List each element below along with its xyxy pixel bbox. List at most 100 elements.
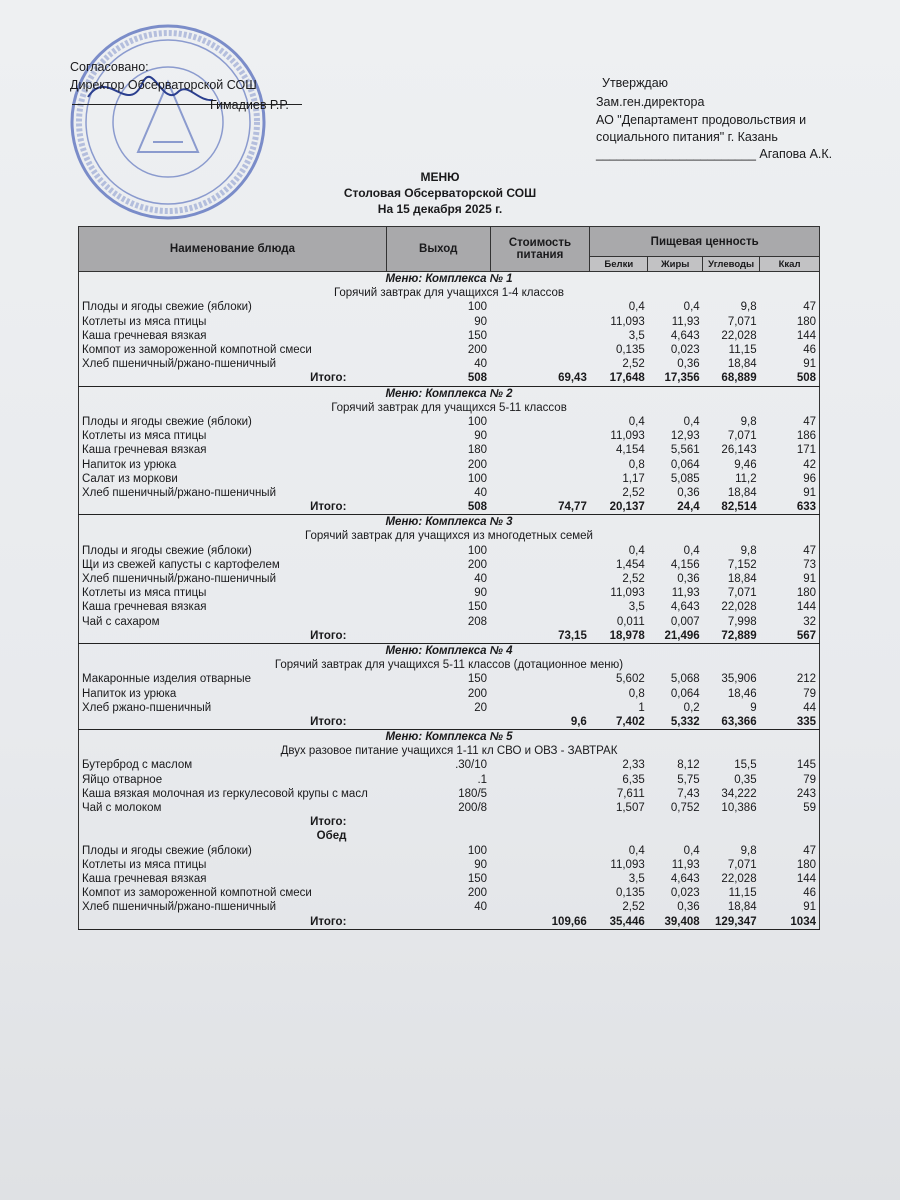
dish-cost (490, 686, 590, 700)
section-total-row: Итого: 508 74,77 20,137 24,4 82,514 633 (78, 500, 820, 516)
approval-right-org2: социального питания" г. Казань (596, 130, 778, 144)
dish-name: Плоды и ягоды свежие (яблоки) (82, 301, 252, 314)
dish-protein: 3,5 (628, 872, 645, 885)
dish-fat: 5,75 (677, 773, 700, 786)
dish-name: Хлеб пшеничный/ржано-пшеничный (82, 573, 276, 586)
dish-carbs: 9,8 (740, 415, 757, 428)
dish-fat: 0,36 (677, 901, 700, 914)
dish-row: Котлеты из мяса птицы 90 11,093 11,93 7,071 1… (79, 315, 820, 329)
section-title-row: Меню: Комплекса № 5 (79, 730, 820, 745)
dish-carbs: 7,071 (727, 858, 757, 871)
section-subtitle-row: Горячий завтрак для учащихся 5-11 классо… (79, 658, 820, 672)
dish-row: Каша гречневая вязкая 150 3,5 4,643 22,028 14… (79, 600, 820, 614)
dish-carbs: 0,35 (734, 773, 757, 786)
dish-protein: 1 (638, 701, 645, 714)
menu-date: На 15 декабря 2025 г. (377, 202, 503, 216)
total-protein: 18,978 (589, 628, 648, 644)
dish-protein: 0,4 (628, 415, 645, 428)
dish-row: Яйцо отварное .1 6,35 5,75 0,35 79 (79, 773, 820, 787)
header-fat: Жиры (647, 256, 704, 272)
dish-kcal: 144 (796, 872, 816, 885)
dish-fat: 11,93 (671, 858, 700, 871)
lunch-header-empty (386, 829, 490, 843)
dish-kcal: 91 (803, 901, 816, 914)
dish-name: Хлеб ржано-пшеничный (82, 701, 212, 714)
breakfast-total-empty (490, 815, 590, 829)
total-protein: 17,648 (589, 371, 648, 387)
breakfast-total-label: Итого: (310, 816, 347, 829)
dish-carbs: 9 (750, 701, 757, 714)
section-subtitle-row: Горячий завтрак для учащихся 1-4 классов (79, 286, 820, 300)
dish-fat: 0,4 (683, 301, 700, 314)
dish-cost (490, 758, 590, 772)
dish-output: 20 (474, 701, 488, 714)
dish-output: 40 (474, 358, 488, 371)
dish-row: Каша гречневая вязкая 180 4,154 5,561 26,143… (79, 443, 820, 457)
dish-row: Каша вязкая молочная из геркулесовой кру… (79, 787, 820, 801)
dish-name: Макаронные изделия отварные (82, 673, 252, 686)
dish-cost (490, 357, 590, 371)
dish-kcal: 79 (803, 687, 816, 700)
dish-output: 200/8 (458, 802, 488, 815)
menu-title: МЕНЮ (420, 170, 460, 184)
dish-output: 100 (467, 844, 488, 857)
dish-name: Чай с сахаром (82, 615, 160, 628)
dish-name: Напиток из урюка (82, 687, 177, 700)
dish-fat: 4,643 (670, 601, 700, 614)
dish-fat: 4,643 (670, 872, 700, 885)
approval-left-signer: Гимадиев Р.Р. (210, 98, 289, 112)
dish-kcal: 91 (803, 486, 816, 499)
dish-carbs: 18,46 (727, 687, 757, 700)
dish-cost (490, 544, 590, 558)
dish-kcal: 212 (796, 673, 816, 686)
dish-cost (490, 701, 590, 715)
dish-fat: 0,4 (683, 544, 700, 557)
dish-protein: 3,5 (628, 601, 645, 614)
approval-left-label: Согласовано: (70, 60, 149, 74)
dish-row: Напиток из урюка 200 0,8 0,064 18,46 79 (79, 686, 820, 700)
dish-carbs: 34,222 (721, 787, 757, 800)
dish-output: 150 (467, 329, 488, 342)
dish-row: Плоды и ягоды свежие (яблоки) 100 0,4 0,4 9,… (79, 300, 820, 314)
total-fat: 17,356 (647, 371, 703, 387)
dish-output: 40 (474, 486, 488, 499)
total-label: Итого: (78, 371, 387, 387)
dish-kcal: 186 (796, 430, 816, 443)
total-carbs: 129,347 (702, 914, 760, 930)
approval-right-position: Зам.ген.директора (596, 95, 705, 109)
dish-fat: 8,12 (677, 759, 700, 772)
total-output (386, 628, 491, 644)
section-subtitle-row: Горячий завтрак для учащихся из многодет… (79, 529, 820, 543)
section-subtitle: Двух разовое питание учащихся 1-11 кл СВ… (280, 745, 618, 758)
total-protein: 7,402 (589, 714, 648, 730)
approval-left-position: Директор Обсерваторской СОШ (70, 78, 257, 92)
approval-right-signer: _______________________ Агапова А.К. (596, 147, 833, 161)
total-carbs: 68,889 (702, 371, 760, 387)
dish-row: Каша гречневая вязкая 150 3,5 4,643 22,028 14… (79, 329, 820, 343)
section-total-row: Итого: 9,6 7,402 5,332 63,366 335 (78, 714, 820, 730)
dish-row: Компот из замороженной компотной смеси 20… (79, 343, 820, 357)
section-title: Меню: Комплекса № 4 (385, 644, 513, 657)
dish-kcal: 73 (803, 558, 816, 571)
dish-kcal: 47 (803, 415, 816, 428)
dish-row: Плоды и ягоды свежие (яблоки) 100 0,4 0,4 9,… (79, 844, 820, 858)
dish-kcal: 144 (796, 329, 816, 342)
dish-row: Хлеб ржано-пшеничный 20 1 0,2 9 44 (79, 701, 820, 715)
header-cost: Стоимость питания (489, 226, 591, 272)
header-dish-name: Наименование блюда (78, 226, 387, 272)
dish-output: 200 (467, 458, 488, 471)
dish-cost (490, 329, 590, 343)
dish-cost (490, 300, 590, 314)
dish-carbs: 18,84 (727, 901, 757, 914)
total-fat: 5,332 (647, 714, 703, 730)
dish-cost (490, 457, 590, 471)
dish-name: Щи из свежей капусты с картофелем (82, 558, 280, 571)
dish-cost (490, 429, 590, 443)
dish-carbs: 26,143 (721, 444, 757, 457)
dish-cost (490, 787, 590, 801)
dish-carbs: 22,028 (721, 601, 757, 614)
lunch-header-empty (490, 829, 590, 843)
dish-fat: 5,561 (670, 444, 700, 457)
dish-name: Каша гречневая вязкая (82, 601, 207, 614)
dish-fat: 12,93 (670, 430, 700, 443)
